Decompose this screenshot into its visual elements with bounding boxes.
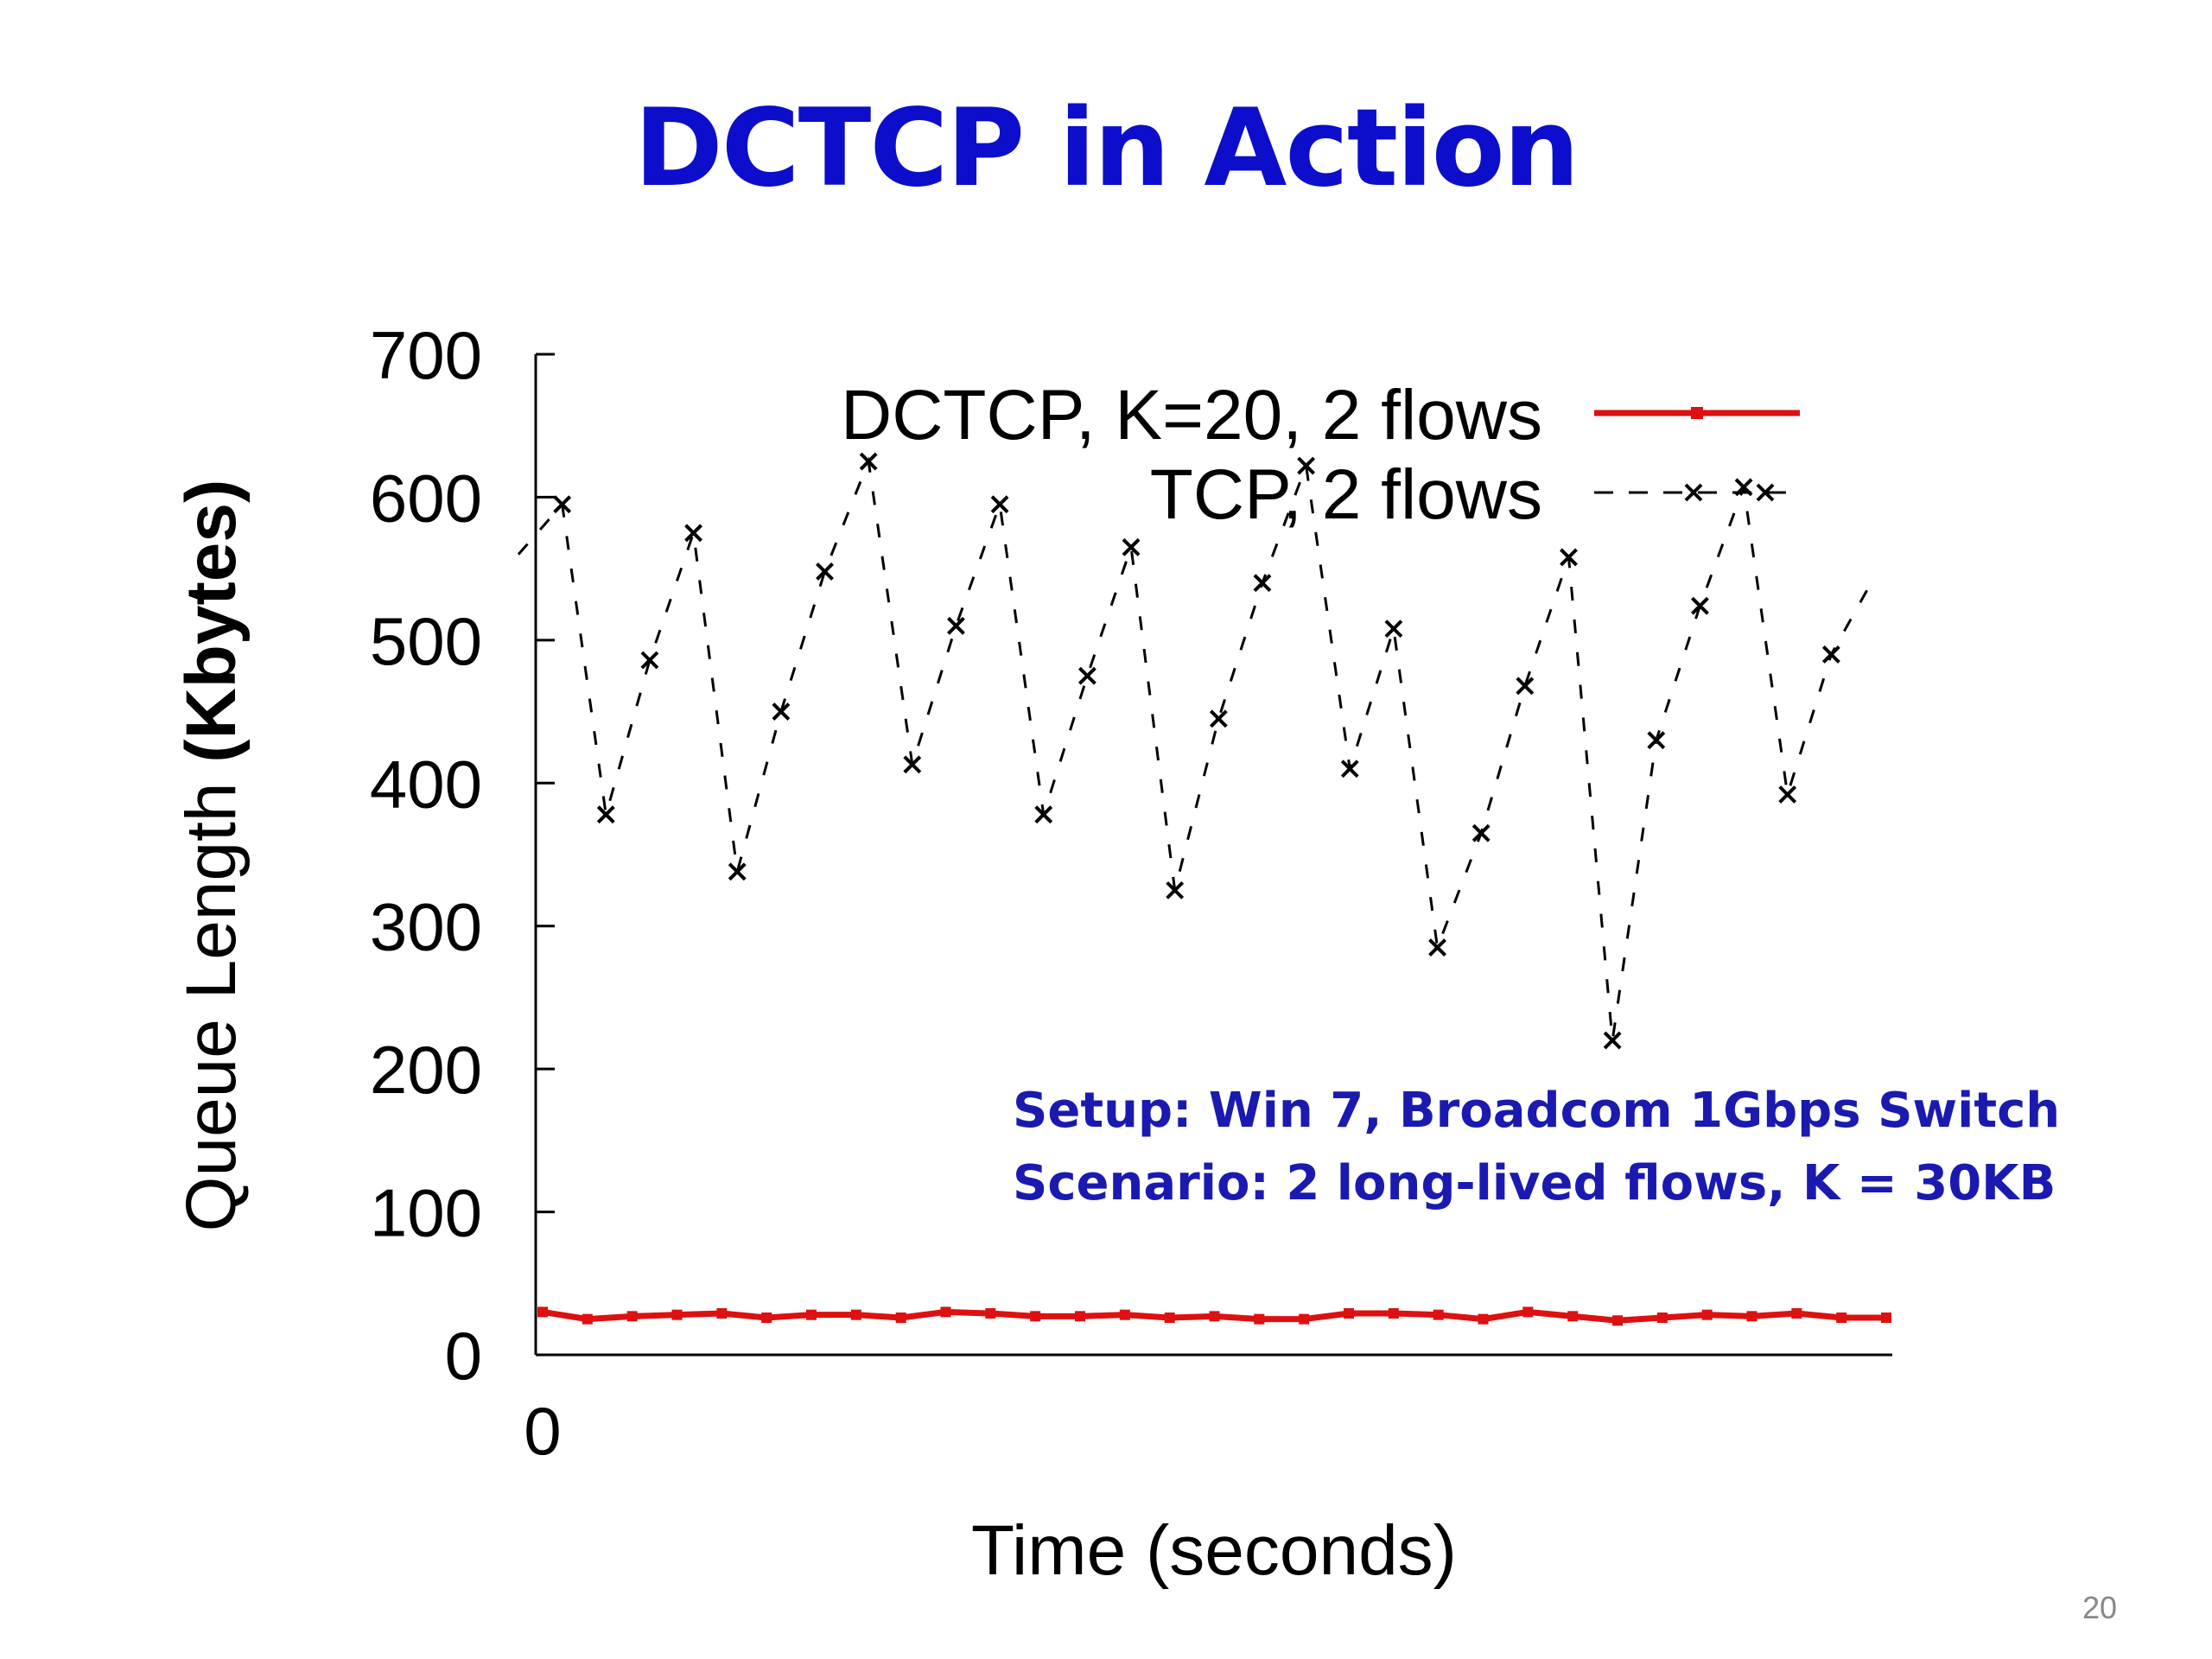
tcp-point — [816, 563, 834, 581]
y-axis-title-unit: (Kbytes) — [172, 480, 251, 763]
dctcp-point — [1075, 1311, 1085, 1322]
tcp-point — [1340, 760, 1359, 779]
y-tick-label: 700 — [370, 317, 482, 393]
y-tick-label: 500 — [370, 603, 482, 679]
tcp-point — [1821, 645, 1840, 664]
legend-marker-dctcp — [1691, 407, 1703, 419]
dctcp-point — [1299, 1313, 1310, 1325]
page-number: 20 — [2082, 1590, 2117, 1625]
dctcp-point — [1433, 1309, 1444, 1320]
dctcp-point — [1119, 1309, 1130, 1320]
legend-label-dctcp: DCTCP, K=20, 2 flows — [841, 376, 1542, 454]
tcp-point — [1297, 456, 1316, 475]
tcp-point — [1384, 620, 1403, 639]
dctcp-point — [940, 1306, 951, 1318]
svg-text:Queue Length (Kbytes): Queue Length (Kbytes) — [172, 480, 251, 1232]
tcp-point — [1647, 731, 1666, 750]
chart-legend: DCTCP, K=20, 2 flows TCP, 2 flows — [841, 376, 1800, 534]
dctcp-point — [1164, 1312, 1175, 1323]
legend-marker-tcp — [1684, 483, 1775, 502]
y-axis-title: Queue Length (Kbytes) — [172, 480, 251, 1232]
dctcp-point — [671, 1309, 683, 1320]
dctcp-point — [716, 1308, 728, 1319]
tcp-point — [1603, 1031, 1622, 1050]
tcp-point — [859, 452, 878, 471]
y-axis-title-main: Queue Length — [172, 763, 251, 1232]
dctcp-point — [1522, 1306, 1534, 1318]
tcp-point — [1471, 823, 1491, 842]
tcp-point — [947, 616, 965, 635]
dctcp-point — [1881, 1312, 1891, 1323]
dctcp-point — [1746, 1311, 1758, 1322]
tcp-point — [596, 805, 615, 824]
dctcp-point — [850, 1309, 861, 1320]
tcp-point — [1122, 537, 1141, 556]
data-series — [517, 452, 1891, 1326]
tcp-point — [1560, 548, 1578, 567]
dctcp-point — [1344, 1308, 1354, 1319]
tcp-point — [553, 495, 572, 514]
y-tick-label: 600 — [370, 460, 482, 536]
dctcp-point — [1567, 1311, 1579, 1322]
tcp-point — [1691, 596, 1709, 615]
tcp-point — [990, 495, 1009, 514]
dctcp-point — [1478, 1313, 1489, 1325]
dctcp-point — [1388, 1308, 1399, 1319]
dctcp-point — [895, 1312, 906, 1323]
x-axis-ticks: 0 — [524, 1393, 561, 1469]
scenario-note: Scenario: 2 long-lived flows, K = 30KB — [1013, 1155, 2056, 1211]
legend-label-tcp: TCP, 2 flows — [1150, 455, 1542, 534]
dctcp-point — [761, 1312, 772, 1323]
tcp-point — [1166, 880, 1185, 899]
slide-title: DCTCP in Action — [633, 86, 1580, 211]
tcp-point — [1253, 574, 1272, 593]
dctcp-point — [537, 1306, 548, 1318]
dctcp-point — [1254, 1313, 1265, 1325]
dctcp-point — [1656, 1312, 1668, 1323]
dctcp-point — [626, 1311, 638, 1322]
dctcp-point — [1701, 1309, 1713, 1320]
dctcp-point — [582, 1313, 593, 1325]
y-tick-label: 400 — [370, 746, 482, 822]
tcp-point — [772, 702, 791, 721]
tcp-point — [1034, 805, 1053, 824]
chart-axes — [534, 354, 1892, 1357]
tcp-point — [640, 651, 659, 670]
dctcp-point — [1030, 1311, 1041, 1322]
x-axis-title: Time (seconds) — [971, 1511, 1457, 1590]
y-tick-label: 100 — [370, 1175, 482, 1251]
y-tick-label: 200 — [370, 1032, 482, 1108]
tcp-point — [684, 524, 702, 543]
tcp-point — [1077, 666, 1096, 685]
tcp-point — [728, 862, 747, 881]
tcp-point — [903, 755, 922, 774]
setup-note: Setup: Win 7, Broadcom 1Gbps Switch — [1013, 1083, 2061, 1139]
tcp-point — [1209, 709, 1228, 728]
tcp-series-line — [517, 456, 1877, 1041]
y-tick-label: 300 — [370, 889, 482, 965]
dctcp-point — [985, 1308, 996, 1319]
dctcp-point — [1612, 1315, 1623, 1326]
tcp-point — [1428, 938, 1446, 957]
y-tick-label: 0 — [445, 1318, 482, 1394]
tcp-point — [1516, 677, 1535, 696]
x-tick-label: 0 — [524, 1393, 561, 1469]
tcp-point — [1778, 785, 1797, 804]
y-axis-ticks: 0 100 200 300 400 500 600 700 — [370, 317, 555, 1394]
dctcp-point — [1791, 1308, 1802, 1319]
dctcp-point — [806, 1309, 817, 1320]
dctcp-point — [1209, 1311, 1220, 1322]
dctcp-point — [1836, 1312, 1847, 1323]
